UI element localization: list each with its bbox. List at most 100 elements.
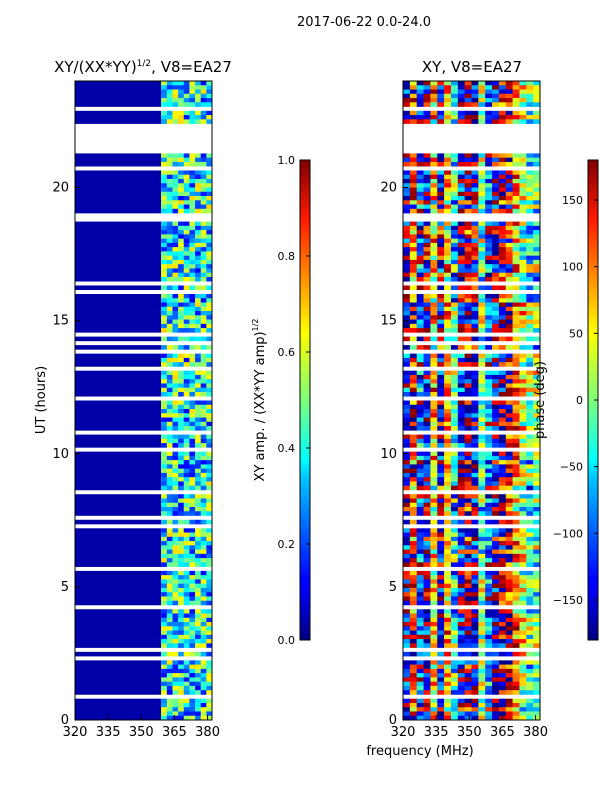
phase-cell bbox=[409, 170, 417, 176]
phase-cell bbox=[444, 579, 452, 584]
phase-cell bbox=[430, 196, 438, 201]
phase-cell bbox=[505, 264, 513, 269]
phase-cell bbox=[526, 174, 534, 180]
phase-cell bbox=[533, 409, 541, 414]
phase-cell bbox=[444, 494, 452, 499]
phase-cell bbox=[478, 230, 486, 235]
phase-cell bbox=[457, 221, 465, 227]
phase-cell bbox=[403, 715, 411, 721]
phase-cell bbox=[450, 609, 459, 614]
phase-cell bbox=[450, 702, 459, 708]
phase-cell bbox=[409, 511, 417, 516]
phase-cell bbox=[403, 711, 411, 717]
amplitude-cell bbox=[189, 319, 196, 325]
amplitude-cell bbox=[161, 285, 168, 291]
phase-cell bbox=[409, 579, 417, 584]
amplitude-row-low bbox=[75, 200, 162, 205]
phase-cell bbox=[512, 255, 520, 261]
phase-cell bbox=[505, 651, 513, 657]
phase-cell bbox=[430, 306, 438, 312]
amplitude-cell bbox=[161, 438, 168, 444]
phase-cell bbox=[464, 400, 472, 406]
amplitude-cell bbox=[183, 587, 190, 593]
amplitude-cell bbox=[200, 93, 207, 99]
phase-cell bbox=[485, 85, 493, 90]
amplitude-cell bbox=[206, 81, 213, 86]
phase-cell bbox=[498, 562, 507, 567]
phase-cell bbox=[471, 345, 479, 350]
phase-cell bbox=[485, 613, 493, 619]
amplitude-cell bbox=[195, 272, 202, 278]
phase-cell bbox=[533, 115, 541, 120]
amplitude-cell bbox=[161, 387, 168, 393]
amplitude-cell bbox=[183, 161, 190, 167]
phase-cell bbox=[403, 541, 411, 546]
amplitude-cell bbox=[172, 81, 179, 86]
amplitude-cell bbox=[200, 592, 207, 597]
phase-cell bbox=[430, 200, 438, 205]
phase-cell bbox=[437, 268, 445, 273]
phase-cell bbox=[403, 455, 411, 461]
amplitude-cell bbox=[161, 294, 168, 299]
amplitude-row-low bbox=[75, 374, 162, 380]
colorbar-tick-label: 100 bbox=[562, 261, 583, 274]
phase-cell bbox=[505, 417, 513, 423]
phase-cell bbox=[416, 357, 424, 363]
phase-cell bbox=[512, 302, 520, 308]
amplitude-cell bbox=[161, 549, 168, 555]
amplitude-cell bbox=[183, 643, 190, 648]
phase-cell bbox=[430, 174, 438, 180]
phase-cell bbox=[492, 187, 500, 193]
amplitude-cell bbox=[166, 413, 173, 418]
phase-cell bbox=[444, 255, 452, 261]
amplitude-cell bbox=[189, 545, 196, 550]
phase-cell bbox=[519, 426, 527, 431]
phase-cell bbox=[471, 600, 479, 606]
amplitude-cell bbox=[195, 417, 202, 423]
phase-cell bbox=[409, 545, 417, 550]
phase-cell bbox=[533, 579, 541, 584]
amplitude-cell bbox=[183, 319, 190, 325]
phase-cell bbox=[485, 690, 493, 695]
amplitude-row-low bbox=[75, 438, 162, 444]
amplitude-cell bbox=[183, 345, 190, 350]
amplitude-row-low bbox=[75, 536, 162, 542]
phase-cell bbox=[416, 698, 424, 704]
phase-cell bbox=[519, 170, 527, 176]
amplitude-cell bbox=[195, 698, 202, 704]
phase-cell bbox=[416, 379, 424, 384]
phase-cell bbox=[444, 583, 452, 589]
phase-cell bbox=[403, 622, 411, 627]
amplitude-cell bbox=[161, 570, 168, 576]
phase-cell bbox=[485, 711, 493, 717]
phase-cell bbox=[409, 685, 417, 691]
phase-cell bbox=[444, 362, 452, 367]
phase-cell bbox=[498, 596, 507, 602]
amplitude-cell bbox=[183, 545, 190, 550]
phase-cell bbox=[437, 677, 445, 682]
phase-cell bbox=[519, 502, 527, 508]
phase-cell bbox=[457, 664, 465, 670]
phase-cell bbox=[498, 460, 507, 465]
amplitude-cell bbox=[172, 673, 179, 678]
amplitude-cell bbox=[200, 336, 207, 342]
phase-cell bbox=[505, 251, 513, 256]
amplitude-cell bbox=[183, 200, 190, 205]
phase-cell bbox=[498, 370, 507, 376]
phase-cell bbox=[464, 651, 472, 657]
phase-cell bbox=[533, 294, 541, 299]
phase-cell bbox=[533, 238, 541, 244]
phase-cell bbox=[430, 370, 438, 376]
phase-cell bbox=[492, 660, 500, 665]
phase-cell bbox=[450, 110, 459, 116]
phase-cell bbox=[403, 587, 411, 593]
phase-cell bbox=[512, 306, 520, 312]
phase-cell bbox=[485, 634, 493, 640]
amplitude-cell bbox=[183, 191, 190, 197]
amplitude-row-low bbox=[75, 170, 162, 176]
amplitude-cell bbox=[189, 443, 196, 448]
amplitude-cell bbox=[189, 587, 196, 593]
phase-cell bbox=[492, 315, 500, 320]
phase-cell bbox=[464, 315, 472, 320]
